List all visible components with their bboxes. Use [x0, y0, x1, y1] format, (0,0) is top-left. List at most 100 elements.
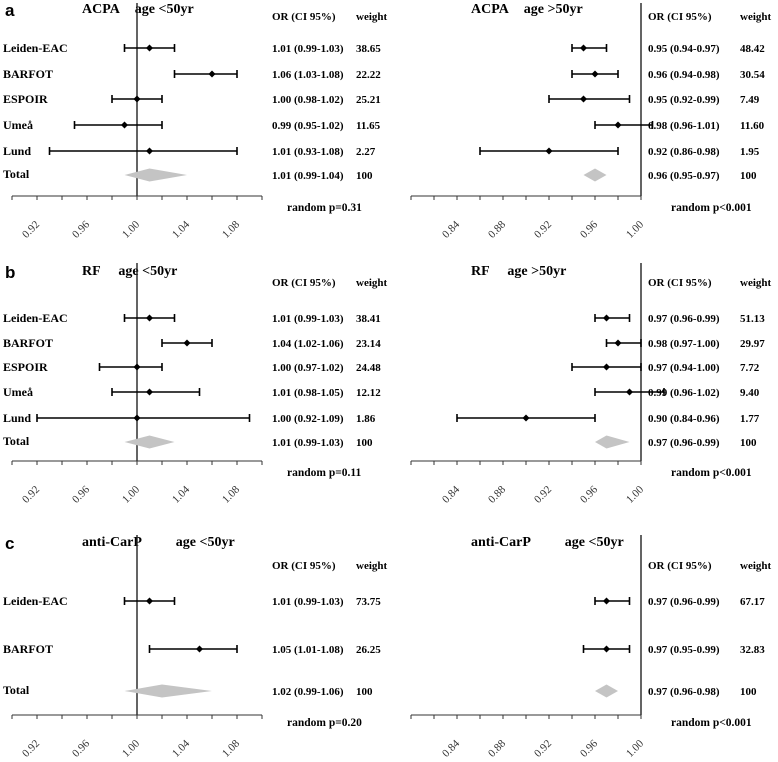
weight-value: 2.27 — [356, 146, 376, 158]
total-weight-value: 100 — [356, 437, 373, 449]
x-tick-label: 0.84 — [440, 737, 462, 759]
panel-letter: c — [5, 534, 14, 553]
point-estimate — [146, 388, 153, 396]
weight-header: weight — [740, 277, 772, 289]
total-or-ci-value: 0.97 (0.96-0.99) — [648, 437, 720, 449]
x-tick-label: 0.96 — [70, 483, 92, 505]
pooled-diamond — [124, 684, 212, 698]
point-estimate — [133, 414, 141, 422]
point-estimate — [146, 44, 153, 52]
total-or-ci-value: 0.97 (0.96-0.98) — [648, 686, 720, 698]
or-ci-header: OR (CI 95%) — [272, 560, 336, 572]
study-label: Lund — [3, 144, 31, 158]
total-label: Total — [3, 683, 30, 697]
weight-value: 23.14 — [356, 338, 381, 350]
point-estimate — [614, 121, 622, 129]
study-label: BARFOT — [3, 67, 53, 81]
point-estimate — [522, 414, 530, 422]
or-ci-value: 0.95 (0.94-0.97) — [648, 43, 720, 55]
x-tick-label: 1.08 — [220, 218, 242, 240]
point-estimate — [183, 339, 191, 347]
point-estimate — [121, 121, 128, 129]
x-tick-label: 0.92 — [20, 738, 42, 760]
point-estimate — [580, 44, 587, 52]
panel-title-age: age <50yr — [118, 264, 177, 279]
total-weight-value: 100 — [740, 170, 757, 182]
total-weight-value: 100 — [740, 686, 757, 698]
panel-title-marker: anti-CarP — [82, 535, 142, 550]
or-ci-value: 0.97 (0.96-0.99) — [648, 313, 720, 325]
weight-value: 67.17 — [740, 596, 765, 608]
or-ci-value: 0.96 (0.94-0.98) — [648, 69, 720, 81]
total-or-ci-value: 1.01 (0.99-1.03) — [272, 437, 344, 449]
study-label: Umeå — [3, 118, 33, 132]
weight-value: 29.97 — [740, 338, 765, 350]
weight-value: 30.54 — [740, 69, 765, 81]
forest-panel-anti-carp-right: anti-CarP age <50yr OR (CI 95%) weight 0.97 … — [410, 535, 772, 760]
panel-title-marker: anti-CarP — [471, 535, 531, 550]
p-value-text: random p<0.001 — [671, 467, 752, 479]
weight-header: weight — [356, 560, 388, 572]
point-estimate — [146, 147, 153, 155]
point-estimate — [208, 70, 216, 78]
or-ci-value: 1.01 (0.98-1.05) — [272, 387, 344, 399]
or-ci-value: 0.92 (0.86-0.98) — [648, 146, 720, 158]
point-estimate — [133, 95, 141, 103]
x-tick-label: 0.96 — [70, 218, 92, 240]
or-ci-value: 0.98 (0.97-1.00) — [648, 338, 720, 350]
point-estimate — [146, 314, 153, 322]
weight-value: 24.48 — [356, 362, 381, 374]
total-weight-value: 100 — [356, 686, 373, 698]
or-ci-value: 1.05 (1.01-1.08) — [272, 644, 344, 656]
total-or-ci-value: 1.01 (0.99-1.04) — [272, 170, 344, 182]
forest-panel-rf-right: RF age >50yr OR (CI 95%) weight 0.97 (0.96-0… — [410, 263, 772, 506]
or-ci-value: 0.90 (0.84-0.96) — [648, 413, 720, 425]
x-tick-label: 1.08 — [220, 483, 242, 505]
x-tick-label: 0.84 — [440, 218, 462, 240]
or-ci-value: 0.99 (0.95-1.02) — [272, 120, 344, 132]
or-ci-value: 0.98 (0.96-1.01) — [648, 120, 720, 132]
weight-value: 7.72 — [740, 362, 760, 374]
or-ci-value: 0.97 (0.94-1.00) — [648, 362, 720, 374]
panel-letter: a — [5, 1, 15, 20]
forest-panel-anti-carp-left: c anti-CarP age <50yr OR (CI 95%) weight Leid… — [3, 534, 388, 760]
or-ci-value: 0.97 (0.95-0.99) — [648, 644, 720, 656]
x-tick-label: 1.04 — [170, 737, 192, 759]
forest-panel-rf-left: b RF age <50yr OR (CI 95%) weight Leiden-EAC 1… — [3, 263, 388, 506]
pooled-diamond — [583, 168, 607, 182]
point-estimate — [603, 645, 610, 653]
weight-header: weight — [740, 11, 772, 23]
or-ci-value: 1.00 (0.98-1.02) — [272, 94, 344, 106]
p-value-text: random p=0.31 — [287, 202, 362, 214]
total-or-ci-value: 0.96 (0.95-0.97) — [648, 170, 720, 182]
or-ci-header: OR (CI 95%) — [648, 560, 712, 572]
weight-value: 51.13 — [740, 313, 765, 325]
p-value-text: random p<0.001 — [671, 717, 752, 729]
forest-panel-acpa-left: a ACPA age <50yr OR (CI 95%) weight Leiden-EA… — [3, 1, 388, 241]
or-ci-value: 1.01 (0.99-1.03) — [272, 313, 344, 325]
point-estimate — [591, 70, 599, 78]
x-tick-label: 0.96 — [578, 737, 600, 759]
pooled-diamond — [595, 684, 618, 698]
weight-value: 1.95 — [740, 146, 760, 158]
study-label: Lund — [3, 411, 31, 425]
panel-title-age: age <50yr — [176, 535, 235, 550]
or-ci-header: OR (CI 95%) — [272, 11, 336, 23]
x-tick-label: 1.00 — [624, 737, 646, 759]
study-label: Leiden-EAC — [3, 594, 68, 608]
study-label: BARFOT — [3, 642, 53, 656]
x-tick-label: 0.92 — [20, 219, 42, 241]
x-tick-label: 0.92 — [532, 484, 554, 506]
weight-value: 11.60 — [740, 120, 765, 132]
study-label: Umeå — [3, 385, 33, 399]
forest-panel-acpa-right: ACPA age >50yr OR (CI 95%) weight 0.95 (0.94… — [410, 2, 772, 241]
p-value-text: random p=0.20 — [287, 717, 362, 729]
panel-title-age: age >50yr — [524, 2, 583, 17]
pooled-diamond — [124, 435, 175, 449]
study-label: Leiden-EAC — [3, 311, 68, 325]
or-ci-value: 1.01 (0.99-1.03) — [272, 43, 344, 55]
x-tick-label: 0.96 — [70, 737, 92, 759]
weight-value: 26.25 — [356, 644, 381, 656]
weight-value: 73.75 — [356, 596, 381, 608]
x-tick-label: 0.92 — [20, 484, 42, 506]
